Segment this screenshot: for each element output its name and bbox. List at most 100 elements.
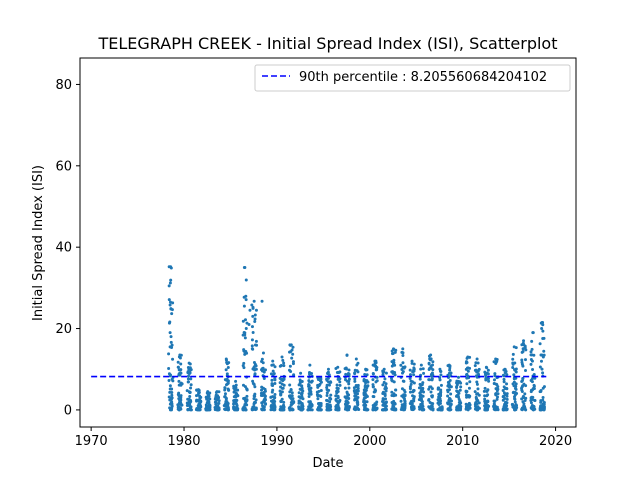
data-point — [308, 389, 312, 393]
data-point — [281, 358, 285, 362]
data-point — [502, 377, 506, 381]
data-point — [271, 369, 275, 373]
data-point — [354, 357, 358, 361]
data-point — [353, 377, 357, 381]
data-point — [430, 377, 434, 381]
data-point — [278, 381, 282, 385]
data-point — [483, 397, 487, 401]
data-point — [512, 345, 516, 349]
data-point — [486, 368, 490, 372]
data-point — [363, 372, 367, 376]
data-point — [197, 405, 201, 409]
data-point — [336, 405, 340, 409]
data-point — [483, 408, 487, 412]
data-point — [288, 407, 292, 411]
data-point — [530, 339, 534, 343]
data-point — [477, 406, 481, 410]
data-point — [325, 383, 329, 387]
data-point — [502, 380, 506, 384]
data-point — [245, 394, 249, 398]
data-point — [514, 367, 518, 371]
data-point — [242, 405, 246, 409]
data-point — [196, 388, 200, 392]
y-tick-label: 20 — [55, 322, 72, 337]
x-axis-ticks: 1970 1980 1990 2000 2010 2020 — [75, 427, 572, 449]
data-point — [317, 389, 321, 393]
data-point — [446, 394, 450, 398]
data-point — [540, 367, 544, 371]
data-point — [306, 408, 310, 412]
data-point — [538, 342, 542, 346]
data-point — [334, 394, 338, 398]
data-point — [271, 359, 275, 363]
data-point — [242, 349, 246, 353]
data-point — [437, 401, 441, 405]
data-point — [325, 404, 329, 408]
data-point — [167, 366, 171, 370]
data-point — [374, 402, 378, 406]
data-point — [336, 387, 340, 390]
data-point — [300, 384, 304, 388]
data-point — [486, 393, 490, 397]
data-point — [505, 382, 509, 386]
data-point — [530, 353, 534, 357]
data-point — [384, 371, 388, 375]
data-point — [446, 390, 450, 394]
data-point — [390, 400, 394, 404]
data-point — [364, 367, 368, 371]
data-point — [198, 400, 202, 404]
data-point — [412, 396, 416, 400]
data-point — [520, 358, 524, 362]
data-point — [496, 385, 500, 389]
data-point — [523, 399, 527, 403]
data-point — [168, 345, 172, 349]
data-point — [252, 405, 256, 409]
data-point — [269, 404, 273, 408]
data-point — [408, 376, 412, 380]
data-point — [531, 331, 535, 335]
data-point — [337, 377, 341, 381]
data-point — [512, 373, 516, 377]
y-tick-label: 40 — [55, 241, 72, 256]
data-point — [486, 377, 490, 381]
data-point — [308, 363, 312, 367]
data-point — [264, 402, 268, 406]
data-point — [412, 373, 416, 377]
data-point — [418, 377, 422, 381]
data-point — [325, 391, 329, 395]
data-point — [308, 402, 312, 406]
data-point — [167, 379, 171, 383]
data-point — [273, 406, 277, 410]
data-point — [263, 394, 267, 398]
data-point — [401, 395, 405, 399]
data-point — [326, 399, 330, 403]
data-point — [177, 372, 181, 376]
data-point — [288, 383, 292, 387]
data-point — [317, 406, 321, 410]
data-point — [243, 331, 247, 335]
data-point — [532, 384, 536, 388]
data-point — [512, 384, 516, 388]
data-point — [292, 401, 296, 405]
data-point — [409, 379, 413, 383]
data-point — [412, 381, 416, 385]
data-point — [251, 379, 255, 383]
data-point — [343, 386, 347, 390]
data-point — [177, 397, 181, 401]
data-point — [473, 364, 477, 368]
data-point — [381, 373, 385, 377]
data-point — [495, 389, 499, 393]
data-point — [263, 368, 267, 372]
data-point — [344, 372, 348, 376]
data-point — [279, 393, 283, 397]
data-point — [347, 368, 351, 372]
data-point — [484, 365, 488, 369]
data-point — [356, 361, 360, 365]
data-point — [421, 381, 425, 385]
data-point — [254, 308, 258, 312]
data-point — [282, 400, 286, 404]
data-point — [234, 383, 238, 387]
data-point — [412, 362, 416, 366]
data-point — [261, 366, 265, 370]
data-point — [188, 394, 192, 398]
